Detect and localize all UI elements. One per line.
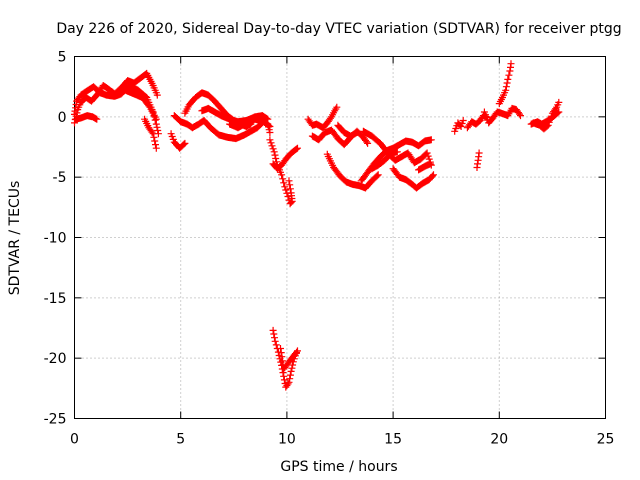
series-arc03	[72, 112, 101, 123]
data-point-markers	[266, 136, 296, 208]
series-arc19	[359, 127, 435, 169]
grid-lines	[74, 56, 606, 419]
data-point-markers	[269, 144, 301, 173]
data-point-markers	[304, 103, 341, 132]
data-point-markers	[463, 112, 491, 132]
data-point-markers	[72, 112, 101, 123]
series-arc21	[389, 165, 437, 192]
y-tick-label: -20	[44, 351, 67, 367]
y-tick-label: -5	[53, 170, 67, 186]
data-point-markers	[389, 165, 437, 192]
data-point-markers	[480, 104, 524, 127]
data-point-markers	[323, 150, 382, 192]
series-arc06	[167, 130, 189, 152]
y-axis-label: SDTVAR / TECUs	[7, 181, 23, 296]
series-arc29	[529, 98, 563, 133]
y-tick-label: -10	[44, 231, 67, 247]
series-arc10	[226, 115, 274, 132]
y-tick-label: 0	[58, 110, 67, 126]
y-tick-label: -15	[44, 291, 67, 307]
axes: 0 5 10 15 20 25 5 0 -5 -10 -15 -20 -25	[44, 50, 615, 448]
series-arc20	[368, 148, 401, 173]
series-arc16	[323, 150, 382, 192]
data-point-markers	[269, 326, 301, 391]
series-arc04	[122, 86, 160, 123]
series-arc22	[415, 160, 434, 174]
series-arc24	[463, 112, 491, 132]
x-tick-label: 25	[597, 432, 615, 448]
data-point-markers	[167, 130, 189, 152]
series-arc12	[269, 144, 301, 173]
x-tick-label: 5	[176, 432, 185, 448]
series-arc25	[473, 149, 483, 171]
series-arc14	[304, 103, 341, 132]
x-tick-label: 0	[70, 432, 79, 448]
y-tick-label: -25	[44, 412, 67, 428]
series-arc26	[480, 104, 524, 127]
data-point-markers	[529, 98, 563, 133]
data-point-markers	[415, 160, 434, 174]
data-point-markers	[71, 69, 161, 127]
data-point-markers	[368, 148, 401, 173]
series-arc23	[451, 117, 467, 135]
series-arc27	[495, 60, 515, 108]
data-point-markers	[334, 121, 361, 140]
x-axis-label: GPS time / hours	[280, 459, 397, 475]
data-point-markers	[473, 149, 483, 171]
data-point-markers	[226, 115, 274, 132]
x-tick-label: 15	[384, 432, 402, 448]
series-arc13	[269, 326, 301, 391]
y-tick-label: 5	[58, 50, 67, 66]
series-arc07	[170, 112, 274, 143]
series-arc01	[71, 69, 161, 127]
chart-title: Day 226 of 2020, Sidereal Day-to-day VTE…	[56, 21, 621, 37]
series-arc05	[141, 115, 160, 152]
data-point-markers	[170, 112, 274, 143]
x-tick-label: 20	[490, 432, 508, 448]
series-arc11	[266, 136, 296, 208]
data-markers	[71, 60, 563, 391]
data-point-markers	[141, 115, 160, 152]
data-point-markers	[495, 60, 515, 108]
data-point-markers	[451, 117, 467, 135]
x-tick-label: 10	[278, 432, 296, 448]
series-arc17	[334, 121, 361, 140]
data-point-markers	[122, 86, 160, 123]
data-point-markers	[359, 127, 435, 169]
